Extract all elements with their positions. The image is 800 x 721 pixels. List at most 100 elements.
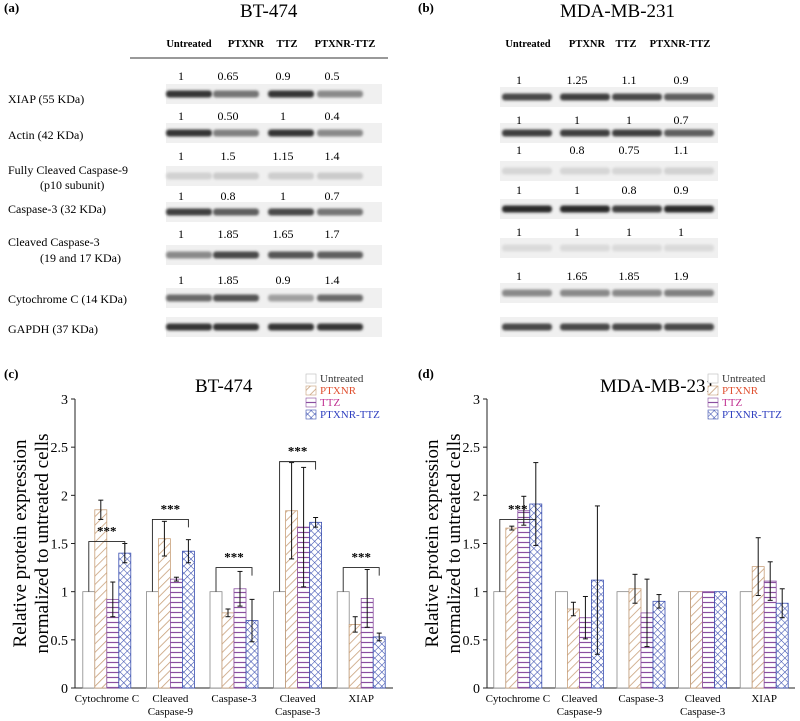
x-tick-label: Cleaved — [685, 693, 722, 705]
x-tick-label: XIAP — [348, 693, 374, 705]
lane-header: TTZ — [276, 39, 297, 50]
y-tick-label: 3 — [473, 393, 480, 408]
x-tick-label: XIAP — [751, 693, 777, 705]
protein-band — [502, 205, 552, 213]
protein-band — [612, 323, 662, 331]
legend-label: PTXNR — [722, 385, 759, 397]
band-quant-value: 1 — [574, 113, 580, 127]
y-axis-label-line: Relative protein expression — [422, 439, 443, 647]
protein-band — [612, 129, 662, 137]
y-tick-label: 3 — [61, 393, 68, 408]
band-quant-value: 1.85 — [619, 269, 640, 283]
protein-band — [317, 323, 363, 331]
blot-row-label: Cytochrome C (14 KDa) — [8, 292, 127, 306]
protein-band — [213, 251, 259, 259]
protein-band — [612, 167, 662, 175]
band-quant-value: 1.9 — [674, 269, 689, 283]
band-quant-value: 1 — [574, 225, 580, 239]
protein-band — [502, 93, 552, 101]
lane-header: PTXNR — [228, 39, 265, 50]
band-quant-value: 1 — [178, 227, 184, 241]
bar — [702, 591, 715, 689]
legend-swatch — [305, 385, 317, 396]
lane-header: PTXNR-TTZ — [315, 39, 376, 50]
bar — [309, 521, 323, 689]
blot-title: MDA-MB-231 — [560, 1, 675, 22]
protein-band — [268, 323, 314, 331]
legend-label: PTXNR-TTZ — [722, 409, 782, 421]
significance-label: *** — [224, 550, 244, 565]
protein-band — [560, 129, 610, 137]
protein-band — [213, 90, 259, 98]
y-axis-label-line: normalized to untreated cells — [32, 434, 53, 654]
protein-band — [213, 172, 259, 180]
band-quant-value: 0.75 — [619, 143, 640, 157]
significance-label: *** — [288, 444, 308, 459]
band-quant-value: 0.4 — [325, 109, 340, 123]
band-quant-value: 0.7 — [674, 113, 689, 127]
legend-label: Untreated — [320, 373, 364, 385]
bar — [82, 591, 96, 689]
y-tick-label: 2 — [61, 489, 68, 504]
blot-row-label: XIAP (55 KDa) — [8, 92, 84, 106]
significance-bracket — [151, 518, 189, 592]
bar — [336, 591, 350, 689]
band-quant-value: 1 — [516, 113, 522, 127]
protein-band — [612, 93, 662, 101]
band-quant-value: 1.85 — [218, 273, 239, 287]
y-axis-label-line: normalized to untreated cells — [444, 434, 465, 654]
band-quant-value: 1 — [678, 225, 684, 239]
protein-band — [664, 205, 714, 213]
lane-header: Untreated — [505, 39, 550, 50]
protein-band — [317, 208, 363, 216]
protein-band — [213, 129, 259, 137]
chart-title: MDA-MB-231 — [600, 376, 715, 397]
y-tick-label: 0.5 — [463, 634, 481, 649]
y-tick-label: 1.5 — [51, 538, 69, 553]
protein-band — [612, 205, 662, 213]
bar — [690, 591, 703, 689]
panel-label: (a) — [4, 0, 19, 15]
significance-label: *** — [97, 524, 117, 539]
protein-band — [502, 244, 552, 252]
band-quant-value: 1.7 — [325, 227, 340, 241]
protein-band — [560, 289, 610, 297]
lane-header: PTXNR — [569, 39, 606, 50]
band-quant-value: 1.15 — [273, 149, 294, 163]
band-quant-value: 1 — [280, 189, 286, 203]
protein-band — [560, 244, 610, 252]
x-tick-label: Caspase-9 — [557, 706, 603, 718]
band-quant-value: 0.8 — [221, 189, 236, 203]
band-quant-value: 1 — [178, 149, 184, 163]
bar — [567, 608, 580, 689]
protein-band — [166, 208, 212, 216]
protein-band — [560, 93, 610, 101]
protein-band — [268, 90, 314, 98]
x-tick-label: Cleaved — [280, 693, 317, 705]
protein-band — [612, 244, 662, 252]
chart-title: BT-474 — [195, 376, 253, 397]
protein-band — [612, 289, 662, 297]
protein-band — [502, 129, 552, 137]
bar — [118, 552, 132, 689]
x-tick-label: Caspase-3 — [618, 693, 664, 705]
protein-band — [268, 208, 314, 216]
protein-band — [268, 172, 314, 180]
x-tick-label: Cytochrome C — [75, 693, 139, 705]
lane-header: Untreated — [166, 39, 211, 50]
bar — [372, 636, 386, 689]
panel-label: (d) — [418, 366, 434, 381]
legend-swatch — [305, 397, 317, 408]
legend-label: TTZ — [722, 397, 742, 409]
protein-band — [317, 294, 363, 302]
band-quant-value: 1.1 — [622, 73, 637, 87]
bar — [493, 591, 507, 689]
protein-band — [213, 294, 259, 302]
bar — [739, 591, 753, 689]
band-quant-value: 1 — [178, 109, 184, 123]
band-quant-value: 1.65 — [273, 227, 294, 241]
protein-band — [317, 251, 363, 259]
x-tick-label: Cleaved — [561, 693, 598, 705]
protein-band — [664, 323, 714, 331]
